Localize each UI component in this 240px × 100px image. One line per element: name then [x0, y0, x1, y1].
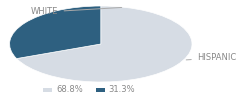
Bar — [43, 88, 52, 92]
Wedge shape — [10, 6, 101, 59]
Text: 68.8%: 68.8% — [56, 86, 83, 94]
Text: HISPANIC: HISPANIC — [186, 54, 236, 62]
Text: WHITE: WHITE — [31, 8, 122, 16]
Wedge shape — [17, 6, 192, 82]
Bar — [96, 88, 105, 92]
Text: 31.3%: 31.3% — [109, 86, 135, 94]
